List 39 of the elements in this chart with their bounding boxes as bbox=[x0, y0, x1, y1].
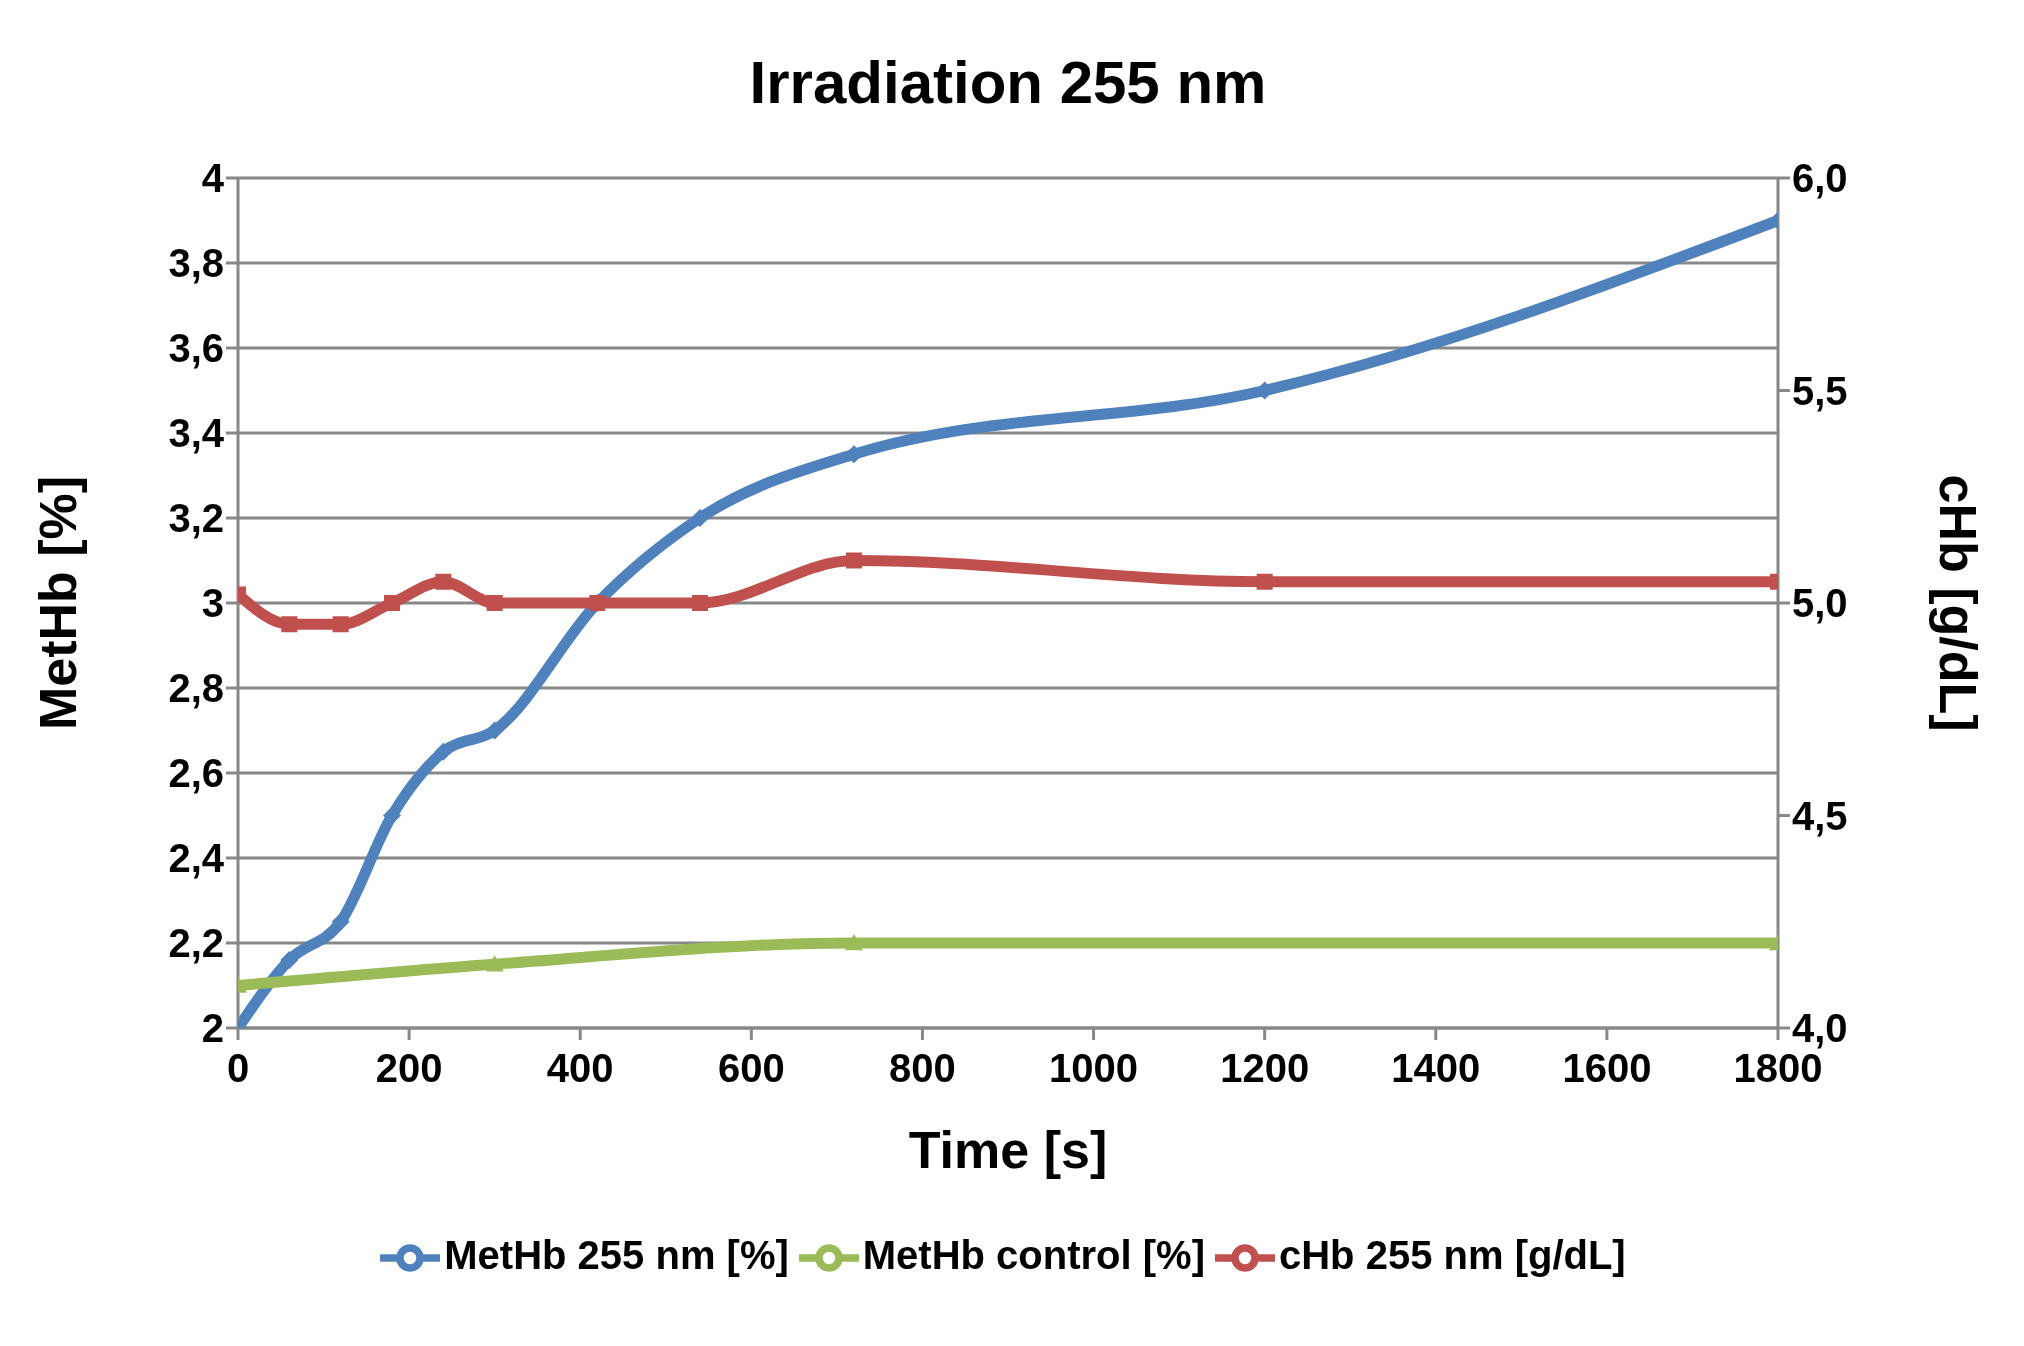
x-tick-label: 1400 bbox=[1391, 1046, 1481, 1091]
point bbox=[434, 742, 453, 761]
y-tick-label: 2,6 bbox=[168, 751, 224, 796]
x-tick-label: 0 bbox=[226, 1046, 250, 1091]
chart-title: Irradiation 255 nm bbox=[748, 48, 1268, 118]
point bbox=[383, 806, 401, 825]
y-tick-label: 4 bbox=[201, 156, 225, 201]
y-tick-label: 3 bbox=[201, 581, 224, 626]
y-tick-label: 2,2 bbox=[168, 921, 224, 966]
point bbox=[485, 721, 504, 740]
x-axis-title: Time [s] bbox=[908, 1121, 1108, 1179]
y-tick-label: 2 bbox=[201, 1006, 224, 1051]
y2-tick-label: 5,0 bbox=[1792, 581, 1848, 626]
x-tick-label: 1200 bbox=[1220, 1046, 1310, 1091]
y2-axis-title: cHb [g/dL] bbox=[1928, 474, 1987, 732]
x-tick-label: 600 bbox=[717, 1046, 785, 1091]
y-tick-label: 3,8 bbox=[168, 241, 224, 286]
x-tick-label: 1000 bbox=[1049, 1046, 1139, 1091]
y2-tick-label: 4,5 bbox=[1792, 793, 1848, 838]
y-tick-label: 3,2 bbox=[168, 496, 224, 541]
x-tick-label: 800 bbox=[889, 1046, 956, 1091]
x-tick-label: 1600 bbox=[1562, 1046, 1652, 1091]
y2-tick-label: 5,5 bbox=[1792, 368, 1848, 413]
legend-label: MetHb 255 nm [%] bbox=[444, 1232, 789, 1277]
legend-label: MetHb control [%] bbox=[862, 1232, 1205, 1277]
y2-tick-label: 6,0 bbox=[1792, 156, 1848, 201]
y2-tick-label: 4,0 bbox=[1792, 1006, 1848, 1051]
point bbox=[280, 951, 299, 969]
y-tick-label: 2,4 bbox=[168, 836, 225, 881]
x-tick-label: 200 bbox=[375, 1046, 443, 1091]
y-tick-label: 2,8 bbox=[168, 666, 224, 711]
point bbox=[331, 912, 350, 931]
point bbox=[384, 595, 400, 611]
point bbox=[691, 509, 709, 527]
y-axis-title: MetHb [%] bbox=[29, 475, 88, 731]
legend-label: cHb 255 nm [g/dL] bbox=[1278, 1232, 1626, 1277]
y-tick-label: 3,4 bbox=[168, 411, 225, 456]
y-tick-label: 3,6 bbox=[168, 326, 224, 371]
x-tick-label: 400 bbox=[546, 1046, 614, 1091]
